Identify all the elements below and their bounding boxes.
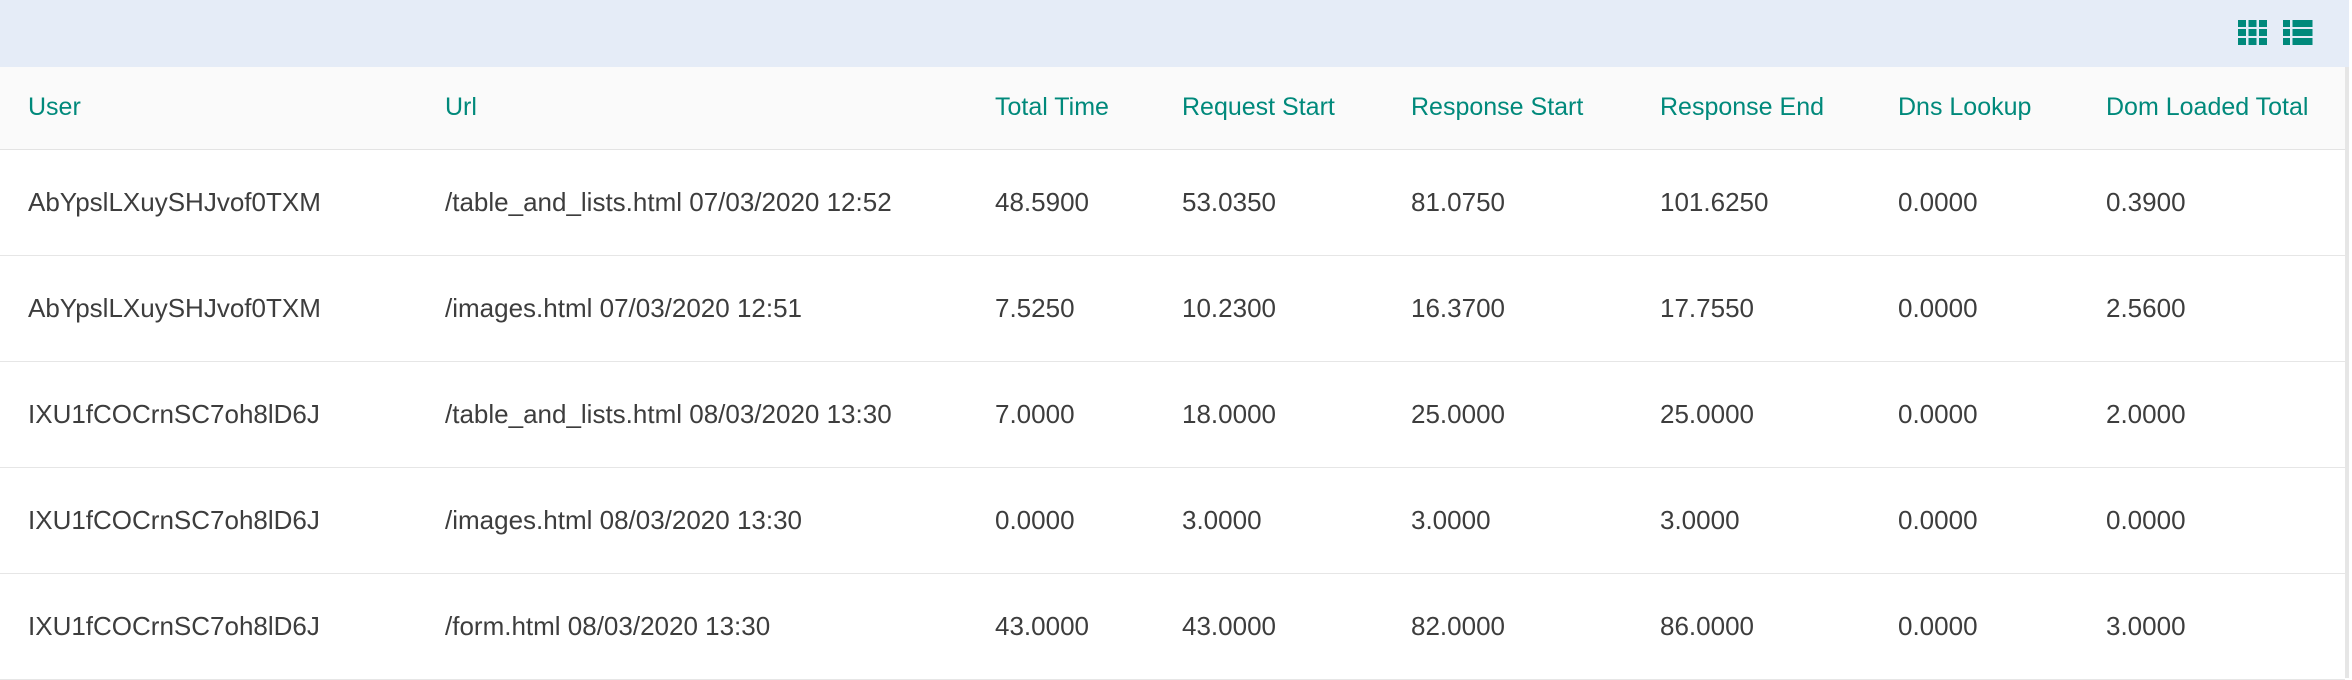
- cell-dom-loaded-total: 0.0000: [2078, 467, 2345, 574]
- cell-request-start: 53.0350: [1154, 149, 1383, 256]
- cell-total-time: 7.5250: [967, 255, 1154, 362]
- vertical-scrollbar[interactable]: [2345, 67, 2349, 678]
- table-row[interactable]: IXU1fCOCrnSC7oh8lD6J /images.html 08/03/…: [0, 467, 2345, 574]
- table-row[interactable]: AbYpslLXuySHJvof0TXM /images.html 07/03/…: [0, 255, 2345, 362]
- cell-dom-loaded-total: 3.0000: [2078, 573, 2345, 680]
- cell-request-start: 10.2300: [1154, 255, 1383, 362]
- cell-dom-loaded-total: 0.3900: [2078, 149, 2345, 256]
- cell-total-time: 7.0000: [967, 361, 1154, 468]
- cell-total-time: 48.5900: [967, 149, 1154, 256]
- column-header-response-end[interactable]: Response End: [1632, 67, 1870, 150]
- cell-total-time: 0.0000: [967, 467, 1154, 574]
- grid-view-icon[interactable]: [2238, 19, 2268, 46]
- cell-request-start: 43.0000: [1154, 573, 1383, 680]
- cell-user: AbYpslLXuySHJvof0TXM: [0, 255, 417, 362]
- cell-url: /images.html 07/03/2020 12:51: [417, 255, 967, 362]
- table-row[interactable]: IXU1fCOCrnSC7oh8lD6J /form.html 08/03/20…: [0, 573, 2345, 680]
- cell-url: /form.html 08/03/2020 13:30: [417, 573, 967, 680]
- list-view-icon[interactable]: [2283, 19, 2313, 46]
- cell-response-end: 101.6250: [1632, 149, 1870, 256]
- cell-total-time: 43.0000: [967, 573, 1154, 680]
- cell-user: IXU1fCOCrnSC7oh8lD6J: [0, 467, 417, 574]
- table-row[interactable]: AbYpslLXuySHJvof0TXM /table_and_lists.ht…: [0, 149, 2345, 256]
- cell-dns-lookup: 0.0000: [1870, 361, 2078, 468]
- cell-response-start: 3.0000: [1383, 467, 1632, 574]
- cell-dns-lookup: 0.0000: [1870, 573, 2078, 680]
- column-header-dns-lookup[interactable]: Dns Lookup: [1870, 67, 2078, 150]
- table-toolbar: [0, 0, 2349, 67]
- cell-user: IXU1fCOCrnSC7oh8lD6J: [0, 361, 417, 468]
- cell-dns-lookup: 0.0000: [1870, 467, 2078, 574]
- table-header-row: User Url Total Time Request Start Respon…: [0, 67, 2345, 150]
- cell-response-end: 86.0000: [1632, 573, 1870, 680]
- column-header-response-start[interactable]: Response Start: [1383, 67, 1632, 150]
- cell-url: /images.html 08/03/2020 13:30: [417, 467, 967, 574]
- cell-dns-lookup: 0.0000: [1870, 255, 2078, 362]
- cell-response-start: 16.3700: [1383, 255, 1632, 362]
- column-header-total-time[interactable]: Total Time: [967, 67, 1154, 150]
- cell-user: AbYpslLXuySHJvof0TXM: [0, 149, 417, 256]
- column-header-dom-loaded-total[interactable]: Dom Loaded Total: [2078, 67, 2345, 150]
- cell-request-start: 3.0000: [1154, 467, 1383, 574]
- cell-response-end: 25.0000: [1632, 361, 1870, 468]
- column-header-url[interactable]: Url: [417, 67, 967, 150]
- table-row[interactable]: IXU1fCOCrnSC7oh8lD6J /table_and_lists.ht…: [0, 361, 2345, 468]
- cell-user: IXU1fCOCrnSC7oh8lD6J: [0, 573, 417, 680]
- cell-dom-loaded-total: 2.5600: [2078, 255, 2345, 362]
- cell-response-end: 3.0000: [1632, 467, 1870, 574]
- column-header-user[interactable]: User: [0, 67, 417, 150]
- cell-response-start: 81.0750: [1383, 149, 1632, 256]
- cell-request-start: 18.0000: [1154, 361, 1383, 468]
- column-header-request-start[interactable]: Request Start: [1154, 67, 1383, 150]
- cell-url: /table_and_lists.html 08/03/2020 13:30: [417, 361, 967, 468]
- cell-url: /table_and_lists.html 07/03/2020 12:52: [417, 149, 967, 256]
- cell-response-start: 82.0000: [1383, 573, 1632, 680]
- cell-dns-lookup: 0.0000: [1870, 149, 2078, 256]
- performance-table: User Url Total Time Request Start Respon…: [0, 67, 2345, 680]
- cell-response-end: 17.7550: [1632, 255, 1870, 362]
- cell-dom-loaded-total: 2.0000: [2078, 361, 2345, 468]
- cell-response-start: 25.0000: [1383, 361, 1632, 468]
